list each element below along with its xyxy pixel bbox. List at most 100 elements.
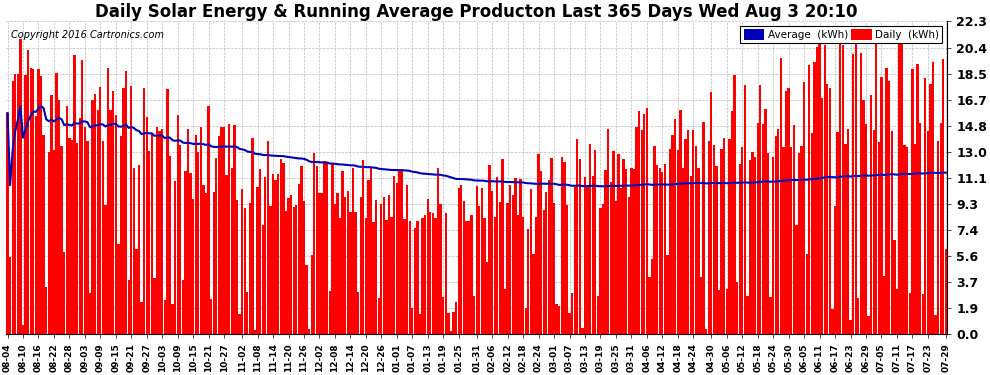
Bar <box>782 147 785 334</box>
Bar <box>785 92 787 334</box>
Bar <box>878 142 880 334</box>
Bar <box>481 188 483 334</box>
Bar <box>865 124 867 334</box>
Bar <box>589 144 591 334</box>
Bar <box>247 292 248 334</box>
Bar <box>393 176 395 334</box>
Bar <box>769 297 772 334</box>
Bar <box>767 153 769 334</box>
Bar <box>764 110 766 334</box>
Bar <box>700 277 702 334</box>
Bar <box>244 208 246 334</box>
Bar <box>645 108 648 334</box>
Bar <box>60 146 62 334</box>
Bar <box>689 176 692 334</box>
Bar <box>483 218 486 334</box>
Bar <box>153 278 155 334</box>
Bar <box>676 150 679 334</box>
Bar <box>605 170 607 334</box>
Bar <box>295 205 297 334</box>
Bar <box>236 201 239 334</box>
Bar <box>547 180 550 334</box>
Bar <box>148 151 150 334</box>
Bar <box>123 88 125 334</box>
Bar <box>221 127 223 334</box>
Bar <box>25 75 27 334</box>
Bar <box>772 157 774 334</box>
Bar <box>710 92 713 334</box>
Bar <box>494 217 496 334</box>
Bar <box>375 200 377 334</box>
Bar <box>435 218 437 334</box>
Bar <box>739 164 741 334</box>
Bar <box>774 136 777 334</box>
Bar <box>427 199 429 334</box>
Bar <box>362 160 364 334</box>
Bar <box>205 193 207 334</box>
Bar <box>372 222 375 334</box>
Bar <box>475 186 478 334</box>
Bar <box>86 141 88 334</box>
Bar <box>857 298 859 334</box>
Bar <box>266 141 269 334</box>
Bar <box>682 168 684 334</box>
Bar <box>19 39 22 334</box>
Bar <box>944 249 947 334</box>
Bar <box>644 114 645 334</box>
Bar <box>269 206 271 334</box>
Bar <box>174 181 176 334</box>
Bar <box>790 147 792 334</box>
Bar <box>793 125 795 335</box>
Bar <box>76 143 78 334</box>
Bar <box>937 141 940 334</box>
Bar <box>661 171 663 334</box>
Bar <box>30 68 32 334</box>
Bar <box>143 88 146 334</box>
Bar <box>91 100 94 334</box>
Bar <box>102 141 104 334</box>
Bar <box>324 161 326 334</box>
Bar <box>17 75 19 334</box>
Bar <box>50 95 52 334</box>
Bar <box>35 116 37 334</box>
Bar <box>692 130 694 334</box>
Bar <box>440 204 442 334</box>
Bar <box>658 168 661 334</box>
Bar <box>558 306 560 334</box>
Bar <box>906 147 909 334</box>
Bar <box>555 304 557 334</box>
Bar <box>571 293 573 334</box>
Bar <box>859 53 862 334</box>
Bar <box>743 85 746 334</box>
Bar <box>334 204 336 334</box>
Bar <box>726 289 728 334</box>
Bar <box>445 213 446 334</box>
Bar <box>736 282 739 334</box>
Bar <box>942 59 944 334</box>
Bar <box>422 217 424 334</box>
Bar <box>800 146 803 334</box>
Bar <box>38 69 40 334</box>
Bar <box>231 168 233 334</box>
Bar <box>99 87 102 334</box>
Bar <box>155 128 158 335</box>
Bar <box>385 220 388 334</box>
Bar <box>911 69 914 334</box>
Bar <box>759 85 761 334</box>
Bar <box>870 95 872 334</box>
Bar <box>904 146 906 334</box>
Bar <box>854 38 856 334</box>
Bar <box>364 218 367 334</box>
Bar <box>342 171 344 334</box>
Bar <box>687 130 689 334</box>
Bar <box>409 221 411 334</box>
Bar <box>300 166 303 334</box>
Bar <box>746 296 748 334</box>
Bar <box>133 168 135 334</box>
Bar <box>383 197 385 334</box>
Bar <box>756 123 759 334</box>
Bar <box>184 171 186 334</box>
Bar <box>264 177 266 334</box>
Bar <box>305 265 308 334</box>
Bar <box>189 173 192 334</box>
